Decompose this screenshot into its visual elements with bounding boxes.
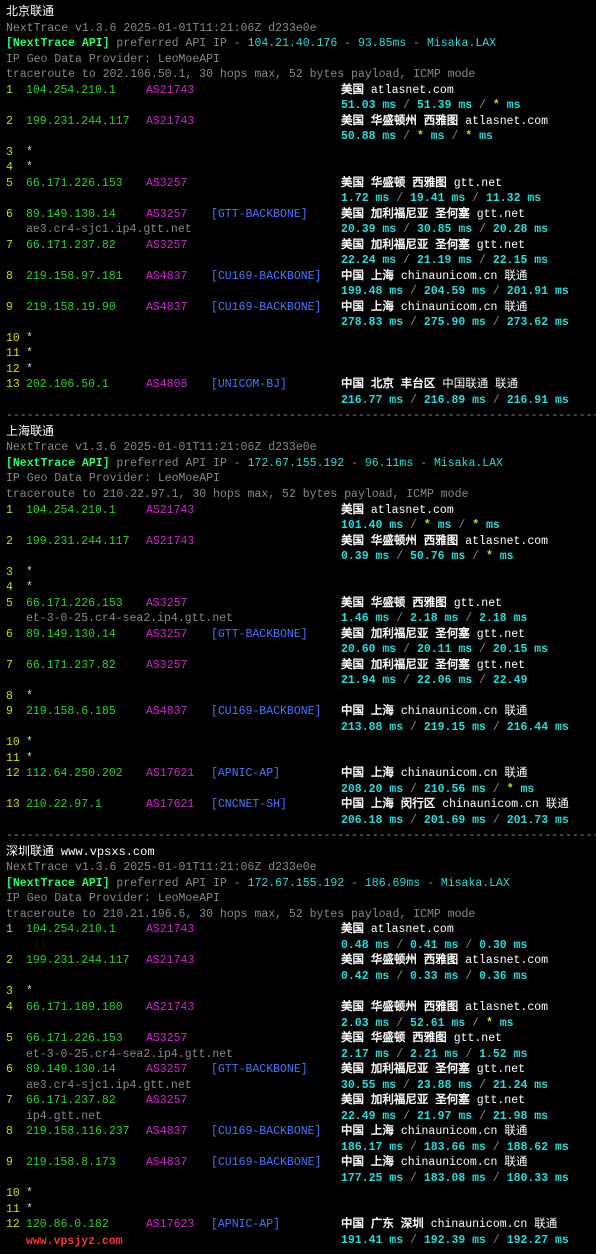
- hop-row: 3*: [6, 565, 590, 581]
- hop-row: 13210.22.97.1AS17621[CNCNET-SH]中国 上海 闵行区…: [6, 797, 590, 813]
- hop-row: 2199.231.244.117AS21743美国 华盛顿州 西雅图 atlas…: [6, 114, 590, 130]
- hop-row: 3*: [6, 984, 590, 1000]
- api-line: [NextTrace API] preferred API IP - 172.6…: [6, 876, 590, 892]
- hop-row: 2199.231.244.117AS21743美国 华盛顿州 西雅图 atlas…: [6, 534, 590, 550]
- version-line: NextTrace v1.3.6 2025-01-01T11:21:06Z d2…: [6, 21, 590, 37]
- version-line: NextTrace v1.3.6 2025-01-01T11:21:06Z d2…: [6, 860, 590, 876]
- geo-provider: IP Geo Data Provider: LeoMoeAPI: [6, 52, 590, 68]
- separator: ----------------------------------------…: [6, 828, 590, 844]
- hop-row: 766.171.237.82AS3257美国 加利福尼亚 圣何塞 gtt.net: [6, 238, 590, 254]
- latency-row: 20.60 ms / 20.11 ms / 20.15 ms: [6, 642, 590, 658]
- hop-row: 1104.254.210.1AS21743美国 atlasnet.com: [6, 503, 590, 519]
- hop-row: 689.149.130.14AS3257[GTT-BACKBONE]美国 加利福…: [6, 207, 590, 223]
- hop-row: 9219.158.6.185AS4837[CU169-BACKBONE]中国 上…: [6, 704, 590, 720]
- geo-provider: IP Geo Data Provider: LeoMoeAPI: [6, 891, 590, 907]
- section-title: 深圳联通 www.vpsxs.com: [6, 844, 590, 861]
- watermark: www.vpsjyz.com: [6, 1234, 590, 1250]
- latency-row: 199.48 ms / 204.59 ms / 201.91 ms: [6, 284, 590, 300]
- hop-row: 12*: [6, 362, 590, 378]
- hop-row: 8*: [6, 689, 590, 705]
- latency-row: 0.39 ms / 50.76 ms / * ms: [6, 549, 590, 565]
- hop-row: 9219.158.19.90AS4837[CU169-BACKBONE]中国 上…: [6, 300, 590, 316]
- latency-row: 206.18 ms / 201.69 ms / 201.73 ms: [6, 813, 590, 829]
- hop-row: 766.171.237.82AS3257美国 加利福尼亚 圣何塞 gtt.net: [6, 658, 590, 674]
- hop-row: 3*: [6, 145, 590, 161]
- hop-row: 12112.64.250.202AS17621[APNIC-AP]中国 上海 c…: [6, 766, 590, 782]
- traceroute-header: traceroute to 210.22.97.1, 30 hops max, …: [6, 487, 590, 503]
- latency-row: 2.03 ms / 52.61 ms / * ms: [6, 1016, 590, 1032]
- hop-row: 11*: [6, 1202, 590, 1218]
- terminal-output: 北京联通NextTrace v1.3.6 2025-01-01T11:21:06…: [6, 4, 590, 1250]
- latency-row: 177.25 ms / 183.08 ms / 180.33 ms: [6, 1171, 590, 1187]
- traceroute-header: traceroute to 202.106.50.1, 30 hops max,…: [6, 67, 590, 83]
- hop-row: 2199.231.244.117AS21743美国 华盛顿州 西雅图 atlas…: [6, 953, 590, 969]
- latency-row: 278.83 ms / 275.90 ms / 273.62 ms: [6, 315, 590, 331]
- latency-row: 50.88 ms / * ms / * ms: [6, 129, 590, 145]
- latency-row: 51.03 ms / 51.39 ms / * ms: [6, 98, 590, 114]
- traceroute-header: traceroute to 210.21.196.6, 30 hops max,…: [6, 907, 590, 923]
- section-title: 北京联通: [6, 4, 590, 21]
- hop-row: 11*: [6, 346, 590, 362]
- hop-row: 1104.254.210.1AS21743美国 atlasnet.com: [6, 922, 590, 938]
- api-line: [NextTrace API] preferred API IP - 172.6…: [6, 456, 590, 472]
- hop-row: 4*: [6, 580, 590, 596]
- latency-row: 186.17 ms / 183.66 ms / 188.62 ms: [6, 1140, 590, 1156]
- separator: ----------------------------------------…: [6, 408, 590, 424]
- hop-row: 9219.158.8.173AS4837[CU169-BACKBONE]中国 上…: [6, 1155, 590, 1171]
- section-title: 上海联通: [6, 424, 590, 441]
- hop-row: 466.171.189.180AS21743美国 华盛顿州 西雅图 atlasn…: [6, 1000, 590, 1016]
- latency-row: 216.77 ms / 216.89 ms / 216.91 ms: [6, 393, 590, 409]
- hop-row: 8219.158.116.237AS4837[CU169-BACKBONE]中国…: [6, 1124, 590, 1140]
- hop-row: 566.171.226.153AS3257美国 华盛顿 西雅图 gtt.net: [6, 176, 590, 192]
- hop-row: 13202.106.50.1AS4808[UNICOM-BJ]中国 北京 丰台区…: [6, 377, 590, 393]
- hop-row: 11*: [6, 751, 590, 767]
- latency-row: 22.24 ms / 21.19 ms / 22.15 ms: [6, 253, 590, 269]
- hop-row: 12120.86.0.182AS17623[APNIC-AP]中国 广东 深圳 …: [6, 1217, 590, 1233]
- hop-row: 10*: [6, 735, 590, 751]
- latency-row: 208.20 ms / 210.56 ms / * ms: [6, 782, 590, 798]
- latency-row: 213.88 ms / 219.15 ms / 216.44 ms: [6, 720, 590, 736]
- hop-row: 4*: [6, 160, 590, 176]
- hop-row: 10*: [6, 1186, 590, 1202]
- geo-provider: IP Geo Data Provider: LeoMoeAPI: [6, 471, 590, 487]
- latency-row: 1.72 ms / 19.41 ms / 11.32 ms: [6, 191, 590, 207]
- latency-row: 101.40 ms / * ms / * ms: [6, 518, 590, 534]
- hop-row: 10*: [6, 331, 590, 347]
- hop-row: 566.171.226.153AS3257美国 华盛顿 西雅图 gtt.net: [6, 596, 590, 612]
- api-line: [NextTrace API] preferred API IP - 104.2…: [6, 36, 590, 52]
- latency-row: 0.48 ms / 0.41 ms / 0.30 ms: [6, 938, 590, 954]
- hop-row: 689.149.130.14AS3257[GTT-BACKBONE]美国 加利福…: [6, 627, 590, 643]
- hop-row: 1104.254.210.1AS21743美国 atlasnet.com: [6, 83, 590, 99]
- latency-row: 0.42 ms / 0.33 ms / 0.36 ms: [6, 969, 590, 985]
- hop-row: 766.171.237.82AS3257美国 加利福尼亚 圣何塞 gtt.net: [6, 1093, 590, 1109]
- version-line: NextTrace v1.3.6 2025-01-01T11:21:06Z d2…: [6, 440, 590, 456]
- hop-row: 689.149.130.14AS3257[GTT-BACKBONE]美国 加利福…: [6, 1062, 590, 1078]
- latency-row: 21.94 ms / 22.06 ms / 22.49: [6, 673, 590, 689]
- hop-row: 566.171.226.153AS3257美国 华盛顿 西雅图 gtt.net: [6, 1031, 590, 1047]
- hop-row: 8219.158.97.181AS4837[CU169-BACKBONE]中国 …: [6, 269, 590, 285]
